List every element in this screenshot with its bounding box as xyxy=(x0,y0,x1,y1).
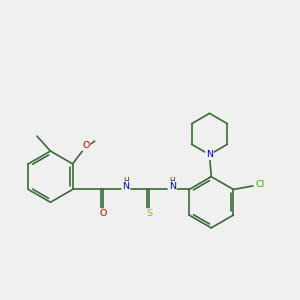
Text: N: N xyxy=(122,182,130,191)
Text: Cl: Cl xyxy=(256,180,265,189)
Text: H: H xyxy=(169,177,175,186)
Text: O: O xyxy=(82,141,89,150)
Text: S: S xyxy=(146,209,152,218)
Text: O: O xyxy=(99,209,106,218)
Text: H: H xyxy=(123,177,129,186)
Text: N: N xyxy=(206,150,213,159)
Text: N: N xyxy=(169,182,176,191)
